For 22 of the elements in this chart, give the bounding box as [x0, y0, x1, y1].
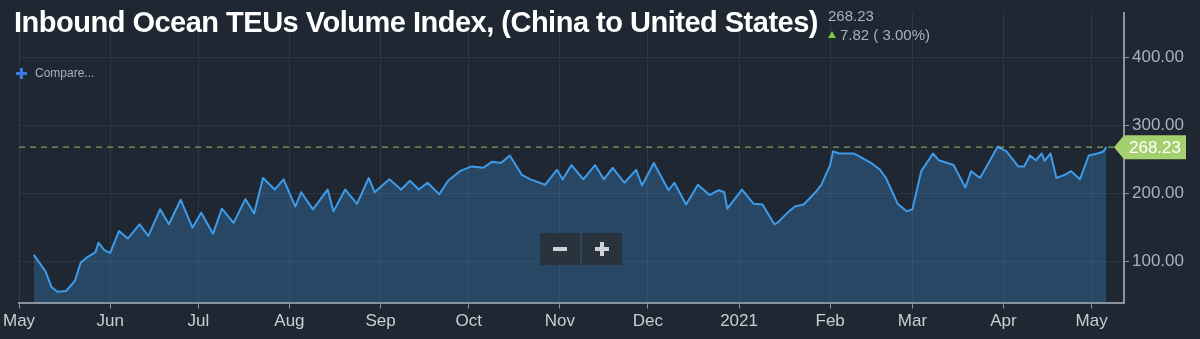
ref-line-label: 268.23	[1129, 137, 1181, 157]
x-tick-label: Feb	[815, 311, 845, 331]
annotation: 7.82 ( 3.00%)	[839, 25, 931, 44]
x-tick-label: Sep	[365, 311, 396, 331]
x-tick-label: Mar	[897, 311, 928, 331]
annotation: Compare...	[35, 66, 95, 80]
x-tick-label: Apr	[990, 311, 1018, 331]
y-tick-label: 200.00	[1132, 183, 1184, 203]
y-tick-label: 400.00	[1132, 47, 1184, 67]
x-tick-label: Dec	[632, 311, 664, 331]
y-tick-label: 100.00	[1132, 251, 1184, 271]
chart-subtitle: 268.23	[827, 6, 875, 25]
x-tick-label: 2021	[720, 311, 758, 331]
x-tick-label: Oct	[455, 311, 483, 331]
x-tick-label: Nov	[544, 311, 576, 331]
x-tick-label: May	[1075, 311, 1109, 331]
x-tick-label: Aug	[274, 311, 305, 331]
x-tick-label: Jul	[187, 311, 210, 331]
y-tick-label: 300.00	[1132, 115, 1184, 135]
x-tick-label: May	[3, 311, 36, 331]
chart-title: Inbound Ocean TEUs Volume Index, (China to United States)	[14, 6, 818, 39]
x-tick-label: Jun	[96, 311, 124, 331]
